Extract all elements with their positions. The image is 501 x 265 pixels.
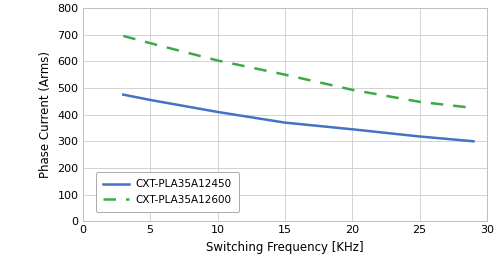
CXT-PLA35A12450 [214,110,220,113]
Y-axis label: Phase Current (Arms): Phase Current (Arms) [39,51,52,178]
CXT-PLA35A12450 [147,98,153,101]
CXT-PLA35A12450 [349,128,355,131]
CXT-PLA35A12600 [147,42,153,45]
CXT-PLA35A12450 [120,93,126,96]
CXT-PLA35A12600 [120,34,126,38]
Legend: CXT-PLA35A12450, CXT-PLA35A12600: CXT-PLA35A12450, CXT-PLA35A12600 [96,172,238,212]
CXT-PLA35A12600 [469,106,475,109]
CXT-PLA35A12600 [349,88,355,91]
CXT-PLA35A12600 [282,73,288,76]
Line: CXT-PLA35A12600: CXT-PLA35A12600 [123,36,472,108]
CXT-PLA35A12450 [416,135,422,138]
CXT-PLA35A12600 [214,59,220,62]
CXT-PLA35A12600 [416,100,422,103]
Line: CXT-PLA35A12450: CXT-PLA35A12450 [123,95,472,141]
CXT-PLA35A12450 [469,140,475,143]
X-axis label: Switching Frequency [KHz]: Switching Frequency [KHz] [206,241,363,254]
CXT-PLA35A12450 [282,121,288,124]
